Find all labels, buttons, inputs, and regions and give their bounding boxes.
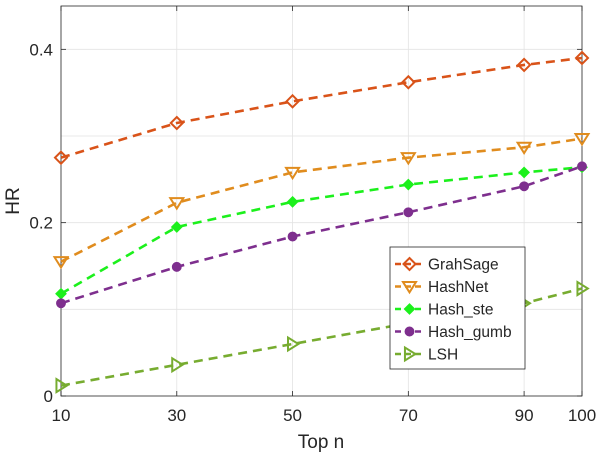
data-point bbox=[168, 197, 186, 211]
data-point bbox=[171, 261, 182, 272]
data-point bbox=[403, 207, 414, 218]
legend-marker bbox=[403, 345, 418, 363]
legend-label: Hash_ste bbox=[428, 302, 493, 319]
legend-label: LSH bbox=[428, 347, 458, 364]
legend-entry: LSH bbox=[395, 345, 458, 364]
series-line bbox=[60, 56, 583, 159]
data-point bbox=[285, 93, 300, 109]
legend: GrahSage HashNet Hash_ste Hash_gumb LSH bbox=[389, 246, 526, 370]
data-point bbox=[573, 133, 591, 147]
data-point bbox=[287, 335, 301, 353]
x-tick-label: 10 bbox=[52, 406, 71, 425]
plot-frame bbox=[60, 5, 583, 397]
series-line bbox=[60, 165, 583, 305]
data-point bbox=[170, 221, 183, 233]
data-point bbox=[286, 195, 299, 208]
series-line bbox=[60, 165, 583, 295]
y-tick-label: 0.4 bbox=[29, 40, 53, 59]
legend-label: Hash_gumb bbox=[428, 324, 512, 341]
data-point bbox=[519, 181, 530, 192]
legend-entry: GrahSage bbox=[395, 257, 499, 274]
data-point bbox=[516, 57, 532, 73]
data-point bbox=[518, 166, 531, 179]
series-group bbox=[52, 50, 591, 394]
data-point bbox=[287, 231, 298, 242]
legend-label: GrahSage bbox=[428, 257, 499, 274]
data-point bbox=[515, 141, 533, 156]
legend-marker bbox=[404, 326, 415, 337]
legend-entry: Hash_ste bbox=[395, 302, 493, 319]
legend-marker bbox=[403, 303, 416, 315]
data-point bbox=[55, 287, 67, 300]
data-point bbox=[55, 377, 69, 394]
series-hash-gumb bbox=[56, 161, 587, 309]
data-point bbox=[402, 178, 415, 191]
legend-entry: HashNet bbox=[395, 279, 489, 296]
data-point bbox=[400, 152, 417, 166]
legend-label: HashNet bbox=[428, 279, 489, 296]
series-line bbox=[60, 287, 583, 387]
series-line bbox=[60, 137, 583, 263]
legend-marker bbox=[402, 256, 417, 272]
x-tick-label: 50 bbox=[283, 406, 302, 425]
series-lsh bbox=[55, 280, 590, 394]
x-tick-labels: 10 30 50 70 90 100 bbox=[52, 406, 597, 425]
legend-entry: Hash_gumb bbox=[395, 324, 512, 341]
y-tick-label: 0.2 bbox=[29, 214, 53, 233]
x-tick-label: 30 bbox=[167, 406, 186, 425]
x-tick-label: 90 bbox=[515, 406, 534, 425]
series-hashnet bbox=[52, 133, 591, 270]
data-point bbox=[171, 356, 185, 374]
data-point bbox=[576, 280, 590, 297]
data-point bbox=[53, 150, 69, 166]
data-point bbox=[400, 74, 416, 90]
data-point bbox=[577, 161, 587, 172]
data-point bbox=[169, 115, 185, 131]
y-axis-label: HR bbox=[3, 187, 24, 214]
data-point bbox=[284, 166, 301, 181]
x-tick-label: 100 bbox=[568, 406, 596, 425]
x-tick-label: 70 bbox=[399, 406, 418, 425]
data-point bbox=[52, 256, 70, 270]
data-point bbox=[56, 298, 66, 309]
x-axis-label: Top n bbox=[298, 432, 344, 453]
data-point bbox=[574, 50, 590, 66]
series-grahsage bbox=[53, 50, 590, 166]
legend-marker bbox=[401, 280, 418, 295]
y-tick-label: 0 bbox=[44, 387, 53, 406]
y-tick-labels: 0 0.2 0.4 bbox=[29, 40, 53, 406]
